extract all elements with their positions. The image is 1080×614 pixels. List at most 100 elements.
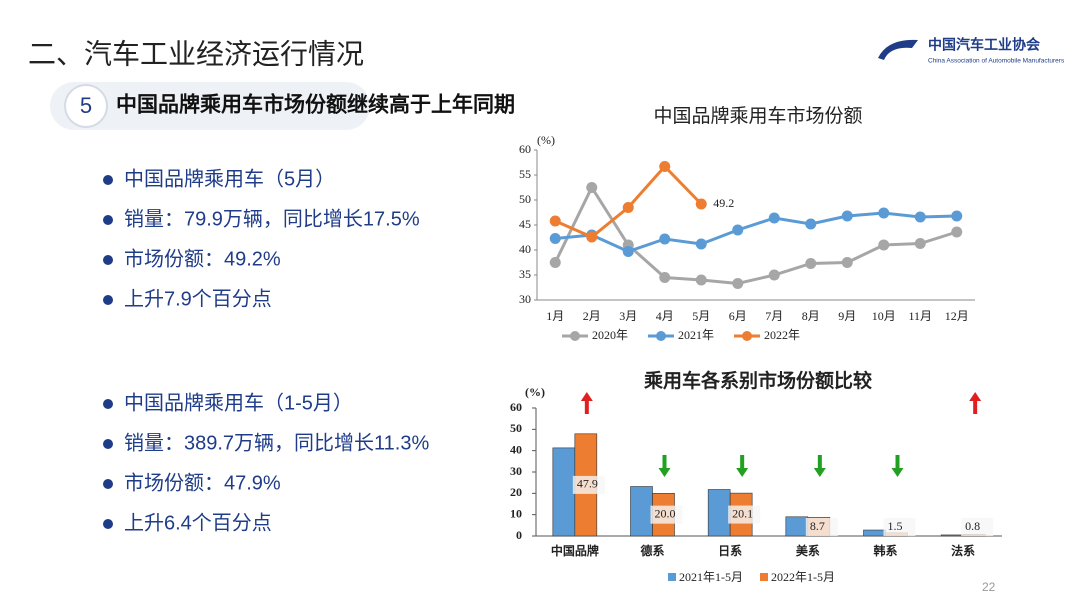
marker xyxy=(878,207,890,219)
y-tick-label: 60 xyxy=(519,142,531,156)
x-tick-label: 美系 xyxy=(796,543,820,558)
x-tick-label: 3月 xyxy=(619,309,637,323)
legend-swatch xyxy=(760,573,768,581)
legend-label: 2022年1-5月 xyxy=(771,570,835,584)
legend-marker xyxy=(656,331,666,341)
legend-label: 2022年 xyxy=(764,328,800,342)
marker xyxy=(768,212,780,224)
marker-triangle xyxy=(768,269,780,281)
heading-pill xyxy=(50,82,370,130)
x-tick-label: 12月 xyxy=(945,309,969,323)
marker-triangle xyxy=(549,257,561,268)
marker xyxy=(659,233,671,245)
legend-label: 2020年 xyxy=(592,328,628,342)
badge xyxy=(64,84,108,128)
marker xyxy=(586,231,598,243)
legend-marker xyxy=(742,331,752,341)
marker xyxy=(951,210,963,222)
y-tick-label: 60 xyxy=(510,400,522,414)
bar xyxy=(630,486,653,537)
legend-marker xyxy=(570,331,580,341)
bullet-text: 销量：79.9万辆，同比增长17.5% xyxy=(124,207,420,230)
x-tick-label: 德系 xyxy=(640,543,664,558)
label-bg xyxy=(572,475,605,494)
marker xyxy=(549,215,561,227)
bullet-dot xyxy=(103,255,113,265)
legend-label: 2021年 xyxy=(678,328,714,342)
marker-triangle xyxy=(914,238,926,249)
logo-text: 中国汽车工业协会 xyxy=(928,37,1041,53)
y-tick-label: 45 xyxy=(519,217,531,231)
bullet-dot xyxy=(103,519,113,529)
trend-arrow xyxy=(736,455,749,477)
legend-swatch xyxy=(668,573,676,581)
marker-triangle xyxy=(586,182,598,193)
bullet-dot xyxy=(103,295,113,305)
bullet-dot xyxy=(103,175,113,185)
bullet-dot xyxy=(103,399,113,409)
bullet-text: 中国品牌乘用车（5月） xyxy=(124,167,335,190)
marker-triangle xyxy=(659,272,671,283)
x-tick-label: 9月 xyxy=(838,309,856,323)
trend-arrow xyxy=(813,455,826,477)
y-axis-label: (%) xyxy=(537,133,555,147)
chart-title: 中国品牌乘用车市场份额 xyxy=(653,105,862,127)
y-tick-label: 30 xyxy=(510,464,522,478)
bullet-dot xyxy=(103,215,113,225)
bullet-text: 市场份额：47.9% xyxy=(124,471,281,494)
x-tick-label: 11月 xyxy=(908,309,932,323)
x-tick-label: 法系 xyxy=(951,543,975,558)
bullet-dot xyxy=(103,439,113,449)
marker xyxy=(659,161,671,172)
marker-triangle xyxy=(732,278,744,289)
y-tick-label: 50 xyxy=(510,421,522,435)
y-tick-label: 20 xyxy=(510,485,522,499)
marker-triangle xyxy=(841,257,853,268)
marker xyxy=(695,198,707,210)
page-number: 22 xyxy=(982,580,996,594)
marker xyxy=(805,218,817,230)
x-tick-label: 7月 xyxy=(765,309,783,323)
marker-triangle xyxy=(951,226,963,238)
bar xyxy=(707,489,731,537)
bullet-dot xyxy=(103,479,113,489)
slide-title: 二、汽车工业经济运行情况 xyxy=(28,38,364,69)
marker xyxy=(841,210,853,222)
y-tick-label: 40 xyxy=(510,442,522,456)
x-tick-label: 6月 xyxy=(729,309,747,323)
marker-triangle xyxy=(805,258,817,269)
trend-arrow xyxy=(969,392,982,414)
y-tick-label: 55 xyxy=(519,167,531,181)
line-series xyxy=(553,184,958,286)
bullet-text: 上升7.9个百分点 xyxy=(124,287,272,310)
chart-title: 乘用车各系别市场份额比较 xyxy=(643,369,872,392)
data-label: 20.1 xyxy=(732,506,753,520)
marker xyxy=(622,202,634,213)
data-label: 8.7 xyxy=(810,519,825,533)
x-tick-label: 5月 xyxy=(692,309,710,323)
x-tick-label: 1月 xyxy=(546,309,564,323)
badge-number: 5 xyxy=(80,93,92,118)
label-bg xyxy=(650,505,683,524)
x-tick-label: 8月 xyxy=(802,309,820,323)
data-label: 0.8 xyxy=(965,519,980,533)
marker xyxy=(622,246,634,257)
y-tick-label: 35 xyxy=(519,267,531,281)
trend-arrow xyxy=(891,455,904,477)
data-label: 20.0 xyxy=(655,506,676,520)
label-bg xyxy=(961,518,994,536)
y-axis-label: (%) xyxy=(525,385,545,399)
logo-en: China Association of Automobile Manufact… xyxy=(928,58,1065,65)
marker xyxy=(732,224,744,236)
data-label: 49.2 xyxy=(713,196,734,210)
x-tick-label: 4月 xyxy=(656,309,674,323)
y-tick-label: 0 xyxy=(516,528,522,542)
label-bg xyxy=(883,518,916,536)
data-label: 1.5 xyxy=(888,519,903,533)
bar xyxy=(863,529,886,537)
bullet-text: 中国品牌乘用车（1-5月） xyxy=(124,391,353,414)
y-tick-label: 10 xyxy=(510,506,522,520)
data-label: 47.9 xyxy=(577,477,598,491)
bullet-text: 上升6.4个百分点 xyxy=(124,511,272,534)
